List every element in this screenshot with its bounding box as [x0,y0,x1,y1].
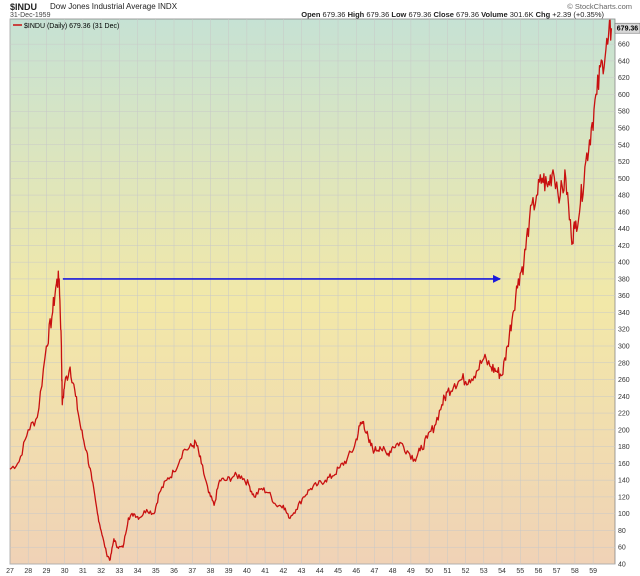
x-tick-label: 52 [462,568,470,575]
x-tick-label: 40 [243,568,251,575]
open-value: 679.36 [322,10,346,19]
high-label: High [347,10,365,19]
y-tick-label: 340 [618,310,630,317]
x-tick-label: 53 [480,568,488,575]
y-tick-label: 660 [618,42,630,49]
x-tick-label: 46 [352,568,360,575]
y-tick-label: 160 [618,461,630,468]
y-tick-label: 200 [618,427,630,434]
dow-price-line [9,19,613,561]
y-tick-label: 580 [618,109,630,116]
volume-value: 301.6K [509,10,534,19]
y-tick-label: 600 [618,92,630,99]
x-tick-label: 58 [571,568,579,575]
y-tick-label: 640 [618,58,630,65]
x-tick-label: 44 [316,568,324,575]
low-value: 679.36 [408,10,432,19]
x-tick-label: 59 [589,568,597,575]
x-tick-label: 29 [43,568,51,575]
x-tick-label: 54 [498,568,506,575]
legend-label: $INDU (Daily) 679.36 (31 Dec) [24,23,119,30]
y-tick-label: 220 [618,411,630,418]
x-tick-label: 43 [298,568,306,575]
x-tick-label: 38 [207,568,215,575]
x-tick-label: 41 [261,568,269,575]
y-tick-label: 240 [618,394,630,401]
y-tick-label: 560 [618,126,630,133]
plot-background [9,18,616,565]
y-tick-label: 40 [618,562,626,569]
y-tick-label: 60 [618,545,626,552]
y-tick-label: 140 [618,478,630,485]
ohlc-readout: Open 679.36 High 679.36 Low 679.36 Close… [301,10,604,19]
y-tick-label: 620 [618,75,630,82]
x-tick-label: 36 [170,568,178,575]
index-description: Dow Jones Industrial Average INDX [50,2,178,11]
x-tick-label: 27 [6,568,14,575]
y-tick-label: 400 [618,260,630,267]
last-value-marker: 679.36 [614,22,640,34]
x-tick-label: 28 [24,568,32,575]
x-tick-label: 33 [115,568,123,575]
y-tick-label: 360 [618,293,630,300]
x-tick-label: 47 [371,568,379,575]
y-tick-label: 280 [618,360,630,367]
x-tick-label: 45 [334,568,342,575]
y-tick-label: 420 [618,243,630,250]
x-tick-label: 55 [516,568,524,575]
x-tick-label: 56 [535,568,543,575]
y-tick-label: 380 [618,276,630,283]
x-tick-label: 48 [389,568,397,575]
last-value-label: 679.36 [617,26,639,33]
y-tick-label: 440 [618,226,630,233]
y-tick-label: 540 [618,142,630,149]
y-tick-label: 80 [618,528,626,535]
low-label: Low [391,10,407,19]
x-tick-label: 35 [152,568,160,575]
y-tick-label: 180 [618,444,630,451]
chg-label: Chg [535,10,551,19]
x-tick-label: 30 [61,568,69,575]
close-label: Close [433,10,454,19]
y-tick-label: 500 [618,176,630,183]
x-tick-label: 57 [553,568,561,575]
close-value: 679.36 [456,10,479,19]
x-tick-label: 49 [407,568,415,575]
x-tick-label: 42 [279,568,287,575]
high-value: 679.36 [366,10,390,19]
y-tick-label: 120 [618,494,630,501]
y-tick-label: 520 [618,159,630,166]
volume-label: Volume [481,10,508,19]
y-tick-label: 480 [618,193,630,200]
x-tick-label: 34 [134,568,142,575]
y-axis: 40 60 80 100 120 140 160 180 200 220 240 260 280 300 3… [618,42,630,569]
x-tick-label: 51 [443,568,451,575]
open-label: Open [301,10,321,19]
x-tick-label: 37 [188,568,196,575]
x-tick-label: 39 [225,568,233,575]
y-tick-label: 260 [618,377,630,384]
chart-header: $INDU Dow Jones Industrial Average INDX … [0,0,640,30]
y-tick-label: 460 [618,209,630,216]
x-tick-label: 32 [97,568,105,575]
chg-value: +2.39 (+0.35%) [552,10,604,19]
y-tick-label: 320 [618,327,630,334]
x-tick-label: 31 [79,568,87,575]
x-tick-label: 50 [425,568,433,575]
chart-legend: $INDU (Daily) 679.36 (31 Dec) [13,23,119,30]
y-tick-label: 300 [618,344,630,351]
x-axis: 27 28 29 30 31 32 33 34 35 36 37 38 39 40 41 42 43 44 45 46… [6,568,597,575]
symbol: $INDU [10,2,38,12]
y-tick-label: 100 [618,511,630,518]
brand-logo: © StockCharts.com [567,2,632,11]
date-label: 31-Dec-1959 [10,12,51,19]
